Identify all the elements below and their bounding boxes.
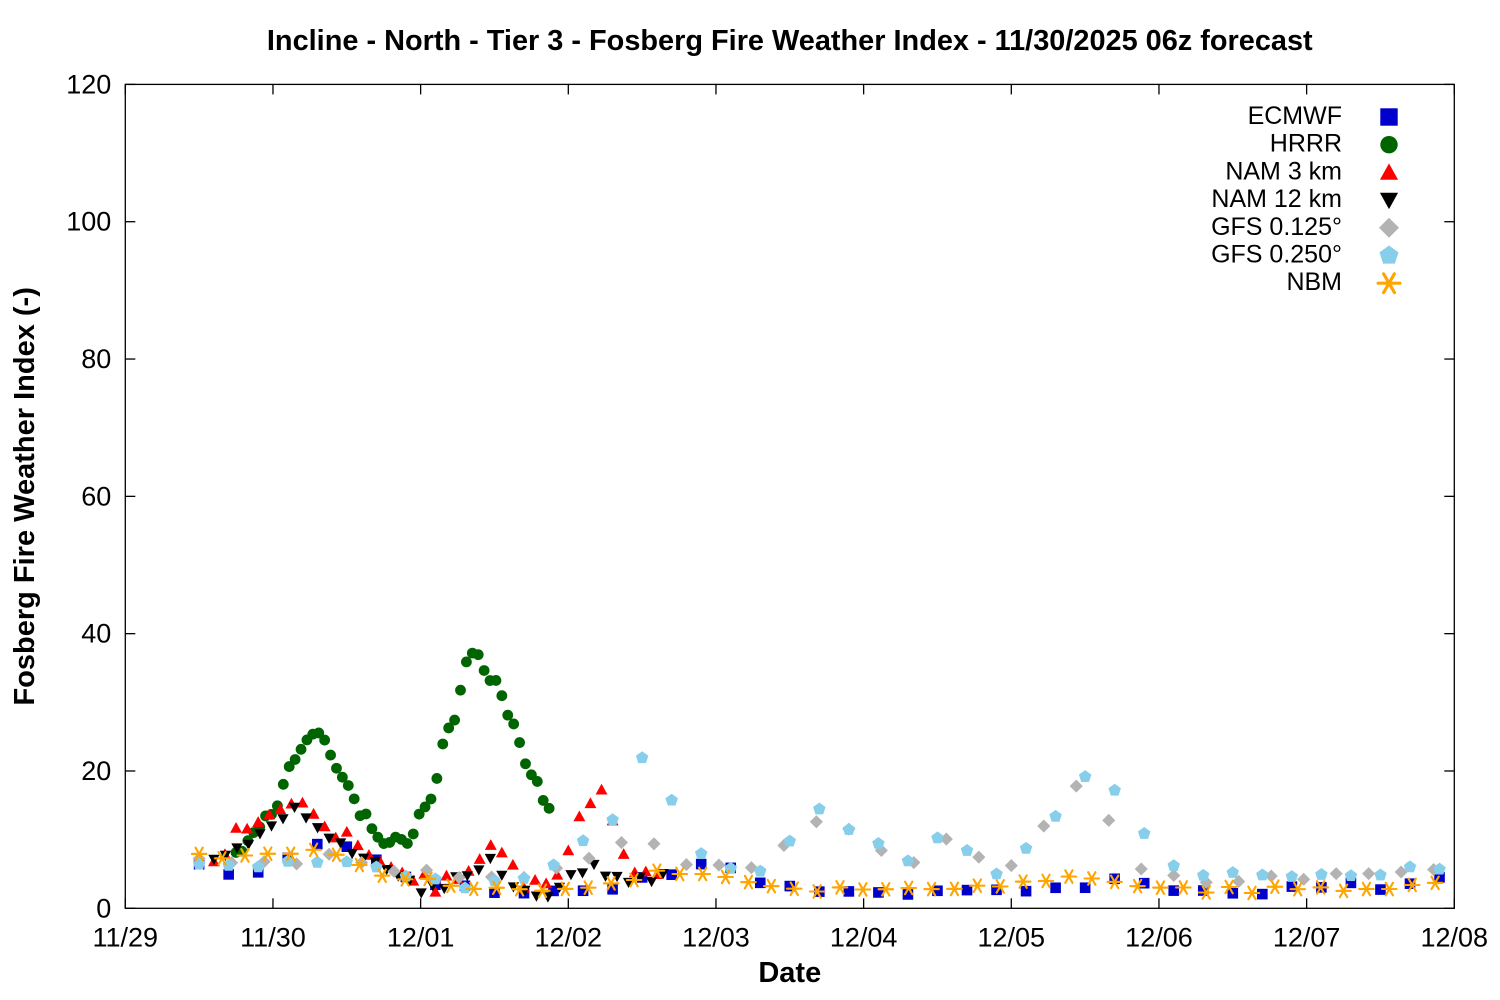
svg-text:NAM 3 km: NAM 3 km (1225, 157, 1342, 185)
svg-text:12/04: 12/04 (830, 922, 898, 952)
svg-text:11/30: 11/30 (240, 922, 306, 952)
svg-text:12/05: 12/05 (978, 922, 1046, 952)
svg-text:11/29: 11/29 (93, 922, 159, 952)
svg-text:NBM: NBM (1286, 268, 1342, 296)
svg-text:60: 60 (81, 481, 111, 511)
svg-text:0: 0 (96, 893, 111, 923)
svg-text:80: 80 (81, 344, 111, 374)
svg-text:Incline - North - Tier 3 - Fos: Incline - North - Tier 3 - Fosberg Fire … (267, 25, 1313, 57)
svg-text:12/08: 12/08 (1421, 922, 1489, 952)
svg-text:ECMWF: ECMWF (1248, 102, 1342, 130)
svg-text:NAM 12 km: NAM 12 km (1211, 185, 1342, 213)
svg-text:12/07: 12/07 (1273, 922, 1341, 952)
svg-text:20: 20 (81, 756, 111, 786)
svg-text:12/06: 12/06 (1125, 922, 1193, 952)
svg-text:40: 40 (81, 619, 111, 649)
svg-text:100: 100 (66, 207, 111, 237)
svg-text:HRRR: HRRR (1270, 130, 1342, 158)
svg-text:12/01: 12/01 (387, 922, 455, 952)
svg-text:Fosberg Fire Weather Index (-): Fosberg Fire Weather Index (-) (9, 287, 41, 705)
svg-text:GFS 0.125°: GFS 0.125° (1211, 213, 1342, 241)
svg-text:Date: Date (758, 957, 821, 989)
svg-text:GFS 0.250°: GFS 0.250° (1211, 241, 1342, 269)
svg-text:12/02: 12/02 (535, 922, 603, 952)
svg-text:12/03: 12/03 (682, 922, 750, 952)
svg-text:120: 120 (66, 69, 111, 99)
